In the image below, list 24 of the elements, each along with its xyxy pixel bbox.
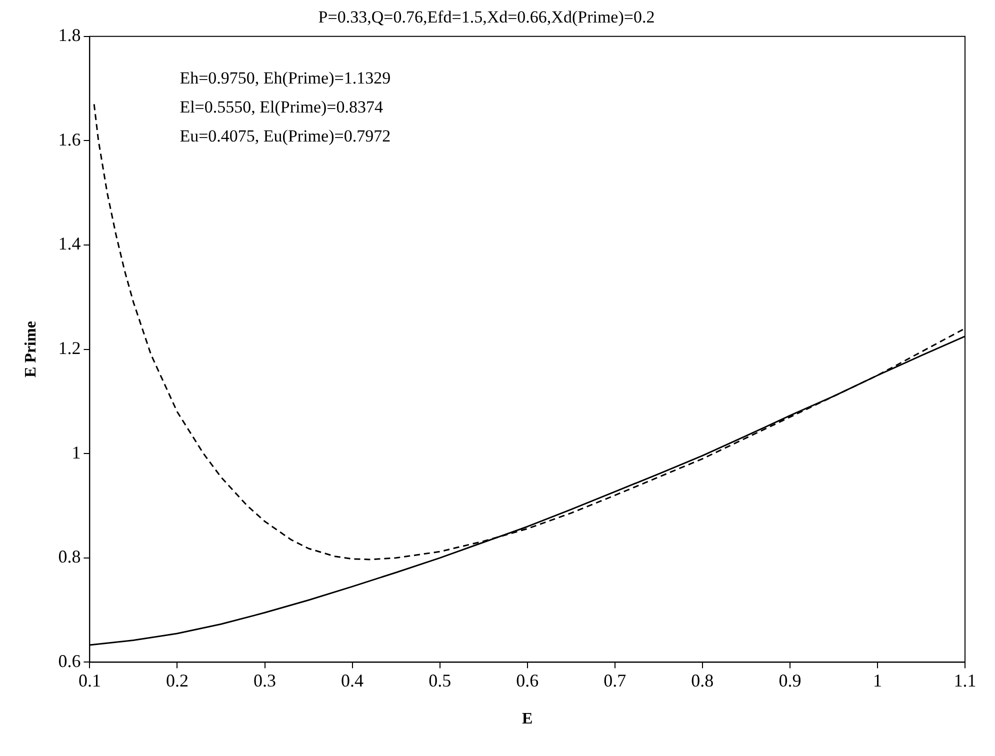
x-tick-label: 1 (872, 670, 882, 691)
x-axis-title: E (522, 710, 533, 728)
y-tick-label: 0.8 (58, 546, 81, 567)
y-tick-label: 1.4 (58, 234, 81, 254)
annotation: Eh=0.9750, Eh(Prime)=1.1329 (180, 68, 391, 88)
y-tick-label: 1.6 (58, 129, 81, 150)
x-tick-label: 0.3 (254, 670, 276, 691)
y-tick-label: 0.6 (58, 650, 81, 671)
annotation: El=0.5550, El(Prime)=0.8374 (180, 97, 384, 116)
x-tick-label: 0.6 (516, 670, 539, 691)
y-tick-label: 1.2 (58, 338, 81, 358)
x-tick-label: 0.8 (691, 670, 714, 691)
x-tick-label: 0.9 (778, 670, 802, 691)
y-axis-title: E Prime (22, 321, 40, 378)
chart-title: P=0.33,Q=0.76,Efd=1.5,Xd=0.66,Xd(Prime)=0.2 (318, 8, 655, 27)
x-tick-label: 0.4 (341, 670, 364, 691)
x-tick-label: 1.1 (954, 670, 976, 691)
x-tick-label: 0.5 (428, 670, 452, 691)
annotation: Eu=0.4075, Eu(Prime)=0.7972 (180, 126, 391, 146)
x-tick-label: 0.7 (604, 670, 626, 691)
x-tick-label: 0.1 (78, 670, 101, 691)
x-tick-label: 0.2 (166, 670, 188, 691)
y-tick-label: 1 (72, 442, 81, 462)
y-tick-label: 1.8 (58, 25, 81, 46)
